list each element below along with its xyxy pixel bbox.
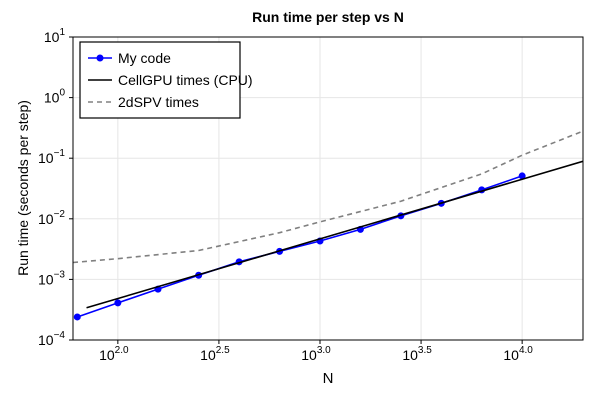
- chart-title: Run time per step vs N: [252, 9, 404, 25]
- series-line: [86, 160, 583, 309]
- tick-label: 10−1: [38, 148, 65, 166]
- tick-exponent: −4: [54, 330, 66, 341]
- tick-label: 102.0: [99, 345, 129, 363]
- tick-label: 103.5: [402, 345, 432, 363]
- tick-label: 10−2: [38, 209, 65, 227]
- point: [518, 172, 526, 180]
- tick-base: 10: [200, 347, 216, 363]
- tick-exponent: −2: [54, 209, 66, 220]
- tick-exponent: −1: [54, 148, 66, 159]
- tick-label: 102.5: [200, 345, 230, 363]
- series-line: [77, 175, 523, 318]
- tick-base: 10: [38, 150, 54, 166]
- tick-base: 10: [402, 347, 418, 363]
- point: [73, 313, 81, 321]
- tick-base: 10: [38, 271, 54, 287]
- tick-exponent: −3: [54, 269, 66, 280]
- tick-exponent: 2.0: [115, 345, 129, 356]
- tick-base: 10: [301, 347, 317, 363]
- tick-exponent: 2.5: [216, 345, 230, 356]
- series-line: [73, 130, 583, 264]
- tick-label: 103.0: [301, 345, 331, 363]
- legend-marker: [96, 54, 104, 62]
- point: [114, 299, 122, 307]
- tick-label: 100: [44, 88, 66, 106]
- tick-label: 101: [44, 27, 66, 45]
- tick-exponent: 1: [59, 27, 65, 38]
- tick-base: 10: [99, 347, 115, 363]
- tick-exponent: 3.5: [418, 345, 432, 356]
- plot-frame: [72, 36, 584, 341]
- tick-label: 104.0: [503, 345, 533, 363]
- x-axis-label: N: [323, 370, 334, 387]
- tick-exponent: 4.0: [519, 345, 533, 356]
- tick-base: 10: [38, 211, 54, 227]
- tick-exponent: 0: [59, 88, 65, 99]
- tick-base: 10: [38, 332, 54, 348]
- tick-exponent: 3.0: [317, 345, 331, 356]
- plot: [73, 130, 583, 321]
- tick-base: 10: [503, 347, 519, 363]
- tick-base: 10: [44, 90, 60, 106]
- legend-label: 2dSPV times: [118, 94, 199, 110]
- tick-base: 10: [44, 29, 60, 45]
- legend-label: CellGPU times (CPU): [118, 72, 253, 88]
- tick-label: 10−4: [38, 330, 65, 348]
- legend-label: My code: [118, 50, 171, 66]
- y-axis-label: Run time (seconds per step): [15, 100, 31, 276]
- tick-label: 10−3: [38, 269, 65, 287]
